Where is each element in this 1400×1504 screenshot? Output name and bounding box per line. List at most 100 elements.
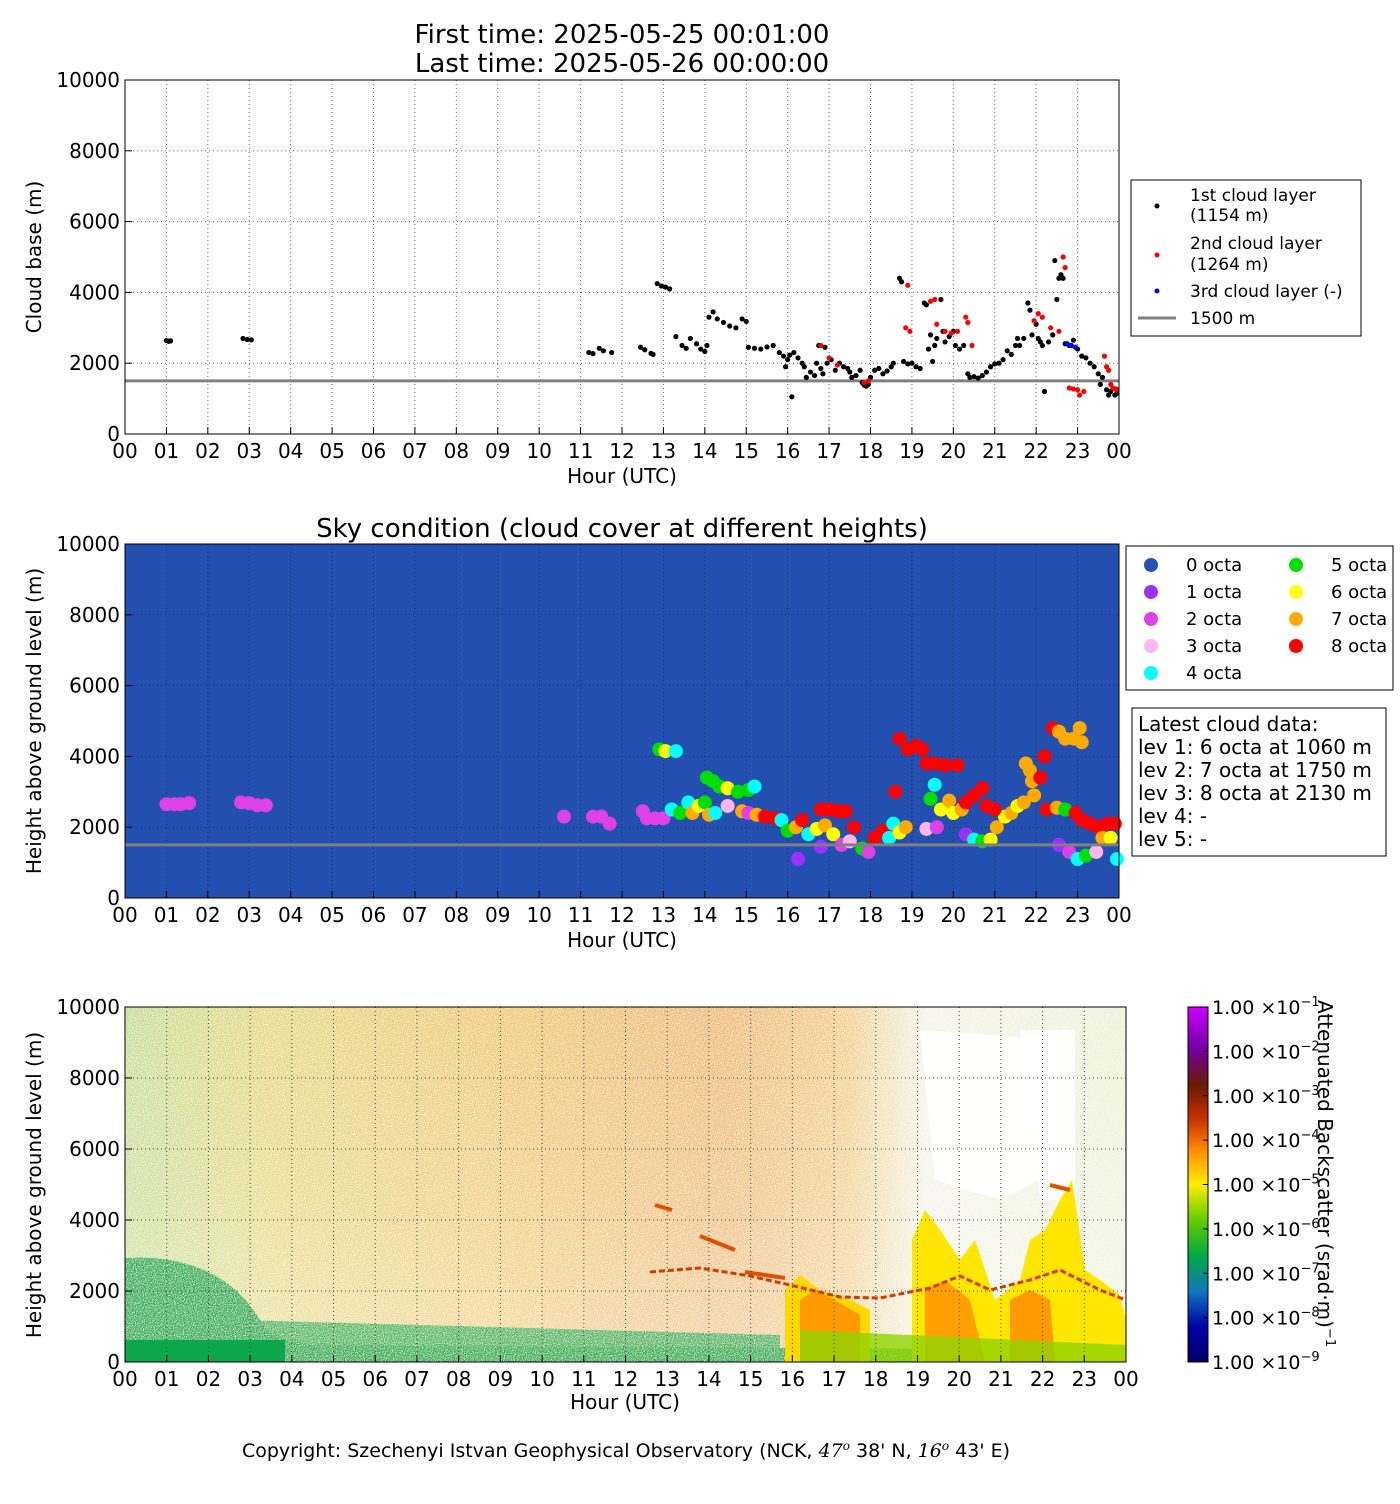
x-tick-label: 01 bbox=[154, 439, 179, 463]
cloud-base-point bbox=[967, 374, 973, 380]
octa-point bbox=[987, 802, 1002, 817]
cloud-base-point bbox=[1079, 353, 1085, 359]
cloud-base-point bbox=[956, 346, 963, 352]
x-tick-label: 01 bbox=[154, 903, 179, 927]
x-tick-label: 23 bbox=[1065, 439, 1090, 463]
cloud-base-point bbox=[861, 380, 867, 386]
octa-point bbox=[1033, 770, 1048, 785]
octa-legend: 0 octa 1 octa 2 octa 3 octa 4 octa 5 octa 6 oc… bbox=[1125, 545, 1394, 691]
x-tick-label: 21 bbox=[982, 439, 1007, 463]
cloud-base-point bbox=[1072, 344, 1079, 350]
octa-point bbox=[1039, 802, 1054, 817]
x-tick-label: 17 bbox=[821, 1367, 846, 1391]
colorbar-tick-label: 1.00 ×10−7 bbox=[1212, 1261, 1320, 1285]
octa-legend-label: 5 octa bbox=[1331, 555, 1387, 576]
backscatter-grid bbox=[125, 1007, 1126, 1362]
octa-legend-marker bbox=[1144, 666, 1158, 680]
cloud-base-point bbox=[801, 364, 807, 370]
x-tick-label: 12 bbox=[609, 903, 634, 927]
cloud-base-points bbox=[163, 254, 1120, 400]
y-tick-label: 2000 bbox=[69, 351, 120, 375]
y-tick-label: 8000 bbox=[69, 139, 120, 163]
octa-point bbox=[989, 820, 1004, 835]
x-tick-label: 12 bbox=[609, 439, 634, 463]
x-tick-label: 07 bbox=[402, 439, 427, 463]
x-tick-label: 04 bbox=[278, 439, 303, 463]
octa-legend-marker bbox=[1144, 585, 1158, 599]
cloud-base-point bbox=[727, 323, 733, 329]
octa-legend-marker bbox=[1289, 558, 1303, 572]
cloud-base-point bbox=[1045, 339, 1052, 345]
first-time-label: First time: 2025-05-25 00:01:00 bbox=[415, 20, 830, 50]
octa-point bbox=[923, 791, 938, 806]
octa-point bbox=[697, 795, 712, 810]
cloud-base-legend: 1st cloud layer (1154 m) 2nd cloud layer… bbox=[1130, 179, 1362, 337]
cloud-base-point bbox=[1050, 332, 1056, 338]
x-tick-label: 14 bbox=[696, 1367, 721, 1391]
cloud-base-point bbox=[650, 351, 656, 357]
y-tick-label: 0 bbox=[107, 886, 120, 910]
x-tick-label: 21 bbox=[982, 903, 1007, 927]
cloud-base-point bbox=[840, 364, 847, 370]
x-tick-label: 00 bbox=[112, 439, 137, 463]
sky-condition-ylabel: Height above ground level (m) bbox=[22, 568, 46, 874]
octa-point bbox=[1037, 749, 1052, 764]
cloud-base-point bbox=[1000, 357, 1006, 363]
cloud-base-point bbox=[733, 325, 739, 331]
cloud-base-point bbox=[167, 338, 174, 344]
backscatter-panel: 00 01 02 03 04 05 06 07 08 09 10 11 12 13 14 15 16 17 18 19… bbox=[22, 995, 1337, 1414]
cloud-base-point bbox=[822, 344, 828, 350]
cloud-base-point bbox=[927, 332, 934, 338]
cloud-base-point bbox=[979, 372, 985, 379]
octa-point bbox=[1072, 721, 1087, 736]
cloud-base-point bbox=[865, 378, 872, 384]
cloud-base-point bbox=[996, 360, 1002, 366]
octa-point bbox=[846, 820, 861, 835]
cloud-base-point bbox=[952, 342, 959, 349]
cloud-base-point bbox=[917, 365, 923, 372]
x-tick-label: 17 bbox=[816, 903, 841, 927]
octa-legend-marker bbox=[1144, 558, 1158, 572]
y-tick-label: 6000 bbox=[69, 674, 120, 698]
cloud-base-point bbox=[1052, 257, 1058, 264]
cloud-base-point bbox=[954, 328, 961, 334]
x-tick-label: 00 bbox=[112, 1367, 137, 1391]
latest-lev1: lev 1: 6 octa at 1060 m bbox=[1138, 735, 1372, 759]
cloud-base-point bbox=[776, 349, 782, 356]
cloud-base-point bbox=[907, 328, 913, 334]
x-tick-label: 21 bbox=[988, 1367, 1013, 1391]
colorbar-tick-label: 1.00 ×10−8 bbox=[1212, 1306, 1320, 1330]
x-tick-label: 06 bbox=[361, 439, 386, 463]
cloud-base-point bbox=[720, 319, 727, 326]
x-tick-label: 05 bbox=[319, 439, 344, 463]
x-tick-label: 12 bbox=[613, 1367, 638, 1391]
cloud-base-panel: 00 01 02 03 04 05 06 07 08 09 10 11 12 13 14 15 16 17 18 19… bbox=[22, 68, 1362, 488]
cloud-base-point bbox=[814, 360, 820, 366]
cloud-base-point bbox=[1114, 390, 1120, 396]
legend-label-layer1: 1st cloud layer bbox=[1190, 186, 1316, 206]
cloud-base-point bbox=[872, 367, 878, 373]
x-tick-label: 18 bbox=[858, 903, 883, 927]
x-tick-label: 08 bbox=[444, 903, 469, 927]
cloud-base-point bbox=[932, 342, 938, 349]
octa-legend-label: 3 octa bbox=[1186, 636, 1242, 657]
x-tick-label: 04 bbox=[278, 903, 303, 927]
cloud-base-point bbox=[1035, 311, 1041, 317]
octa-legend-marker bbox=[1289, 585, 1303, 599]
cloud-base-point bbox=[704, 342, 710, 349]
cloud-base-point bbox=[1064, 341, 1070, 347]
cloud-base-point bbox=[240, 335, 246, 342]
octa-legend-label: 4 octa bbox=[1186, 663, 1242, 684]
octa-point bbox=[919, 821, 934, 836]
x-tick-label: 02 bbox=[195, 903, 220, 927]
octa-legend-marker bbox=[1144, 639, 1158, 653]
latest-cloud-data-title: Latest cloud data: bbox=[1138, 712, 1318, 736]
cloud-base-point bbox=[609, 349, 615, 356]
cloud-base-point bbox=[1039, 314, 1045, 320]
colorbar-tick-label: 1.00 ×10−6 bbox=[1212, 1217, 1320, 1241]
cloud-base-point bbox=[818, 365, 824, 372]
cloud-base-point bbox=[679, 342, 685, 349]
cloud-base-point bbox=[930, 358, 936, 365]
octa-point bbox=[747, 779, 762, 794]
